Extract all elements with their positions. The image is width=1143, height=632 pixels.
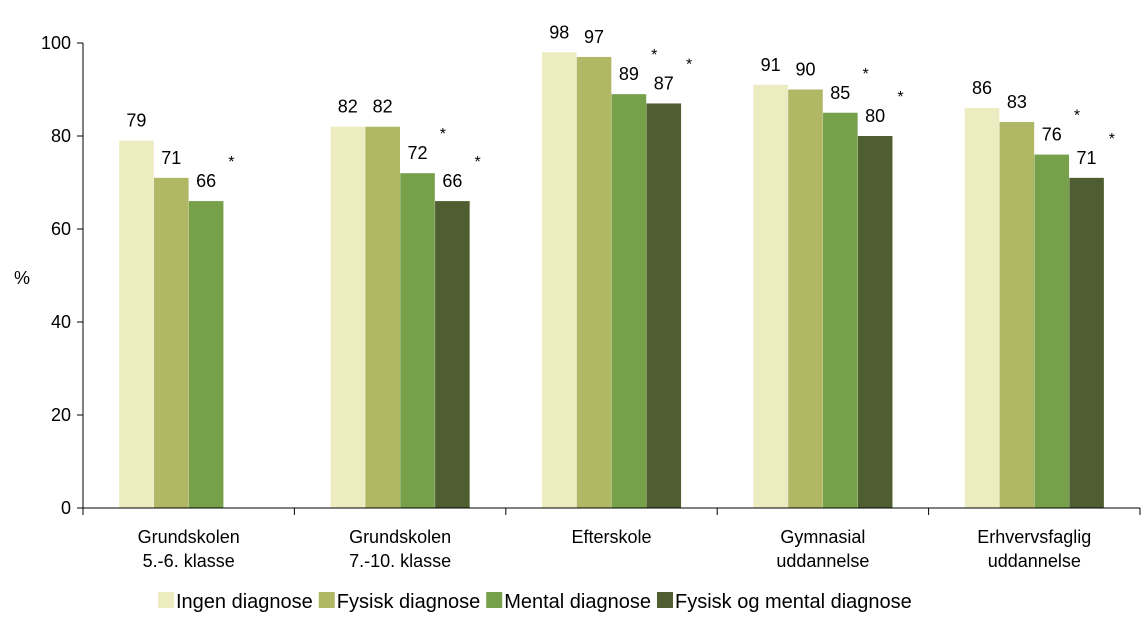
data-label: 71: [1077, 148, 1097, 168]
data-label: 86: [972, 78, 992, 98]
category-label: 5.-6. klasse: [143, 551, 235, 571]
significance-star: *: [440, 126, 446, 143]
legend-label: Ingen diagnose: [176, 591, 313, 613]
bar: [788, 89, 823, 508]
bar: [188, 201, 224, 508]
data-label: 82: [338, 97, 358, 117]
legend: Ingen diagnose Fysisk diagnose Mental diag…: [158, 591, 912, 613]
bar: [646, 103, 682, 508]
x-axis: Grundskolen 5.-6. klasse Grundskolen 7.-10.…: [82, 507, 1141, 571]
bar: [153, 177, 189, 508]
bar: [823, 112, 858, 508]
category-label: uddannelse: [988, 551, 1081, 571]
category-label: 7.-10. klasse: [349, 551, 451, 571]
legend-label: Fysisk og mental diagnose: [675, 591, 912, 613]
significance-star: *: [1074, 108, 1080, 125]
y-tick-label: 40: [51, 312, 71, 332]
y-tick-label: 80: [51, 126, 71, 146]
y-axis-label: %: [14, 268, 30, 288]
legend-label: Mental diagnose: [504, 591, 651, 613]
y-tick-label: 0: [61, 498, 71, 518]
data-label: 76: [1042, 125, 1062, 145]
significance-star: *: [651, 47, 657, 64]
significance-star: *: [228, 154, 234, 171]
category-label: Gymnasial: [780, 527, 865, 547]
significance-star: *: [1109, 131, 1115, 148]
bar: [541, 52, 577, 509]
category-label: uddannelse: [776, 551, 869, 571]
data-label: 90: [795, 60, 815, 80]
data-label: 80: [865, 106, 885, 126]
bar: [964, 108, 1000, 508]
data-label: 98: [549, 22, 569, 42]
bar: [400, 173, 435, 508]
significance-star: *: [475, 154, 481, 171]
significance-star: *: [686, 56, 692, 73]
bar: [365, 126, 400, 508]
legend-swatch: [318, 592, 335, 608]
legend-swatch: [656, 592, 673, 608]
data-label: 85: [830, 83, 850, 103]
data-label: 66: [442, 171, 462, 191]
data-label: 71: [161, 148, 181, 168]
legend-swatch: [486, 592, 503, 608]
category-label: Grundskolen: [349, 527, 451, 547]
significance-star: *: [863, 66, 869, 83]
category-label: Grundskolen: [138, 527, 240, 547]
data-label: 66: [196, 171, 216, 191]
significance-star: *: [897, 89, 903, 106]
bars: 79 71 66 * 82 82 72 * 66 * 98 97 89 * 87 * 91 90 85 * 80 * 86 8…: [119, 22, 1115, 509]
data-label: 83: [1007, 92, 1027, 112]
bar: [435, 201, 470, 508]
bar: [999, 122, 1035, 509]
data-label: 79: [126, 111, 146, 131]
bar: [576, 56, 612, 508]
data-label: 82: [373, 97, 393, 117]
bar: [1034, 154, 1070, 508]
legend-swatch: [158, 592, 174, 608]
bar: [857, 136, 893, 508]
y-tick-label: 20: [51, 405, 71, 425]
y-tick-label: 60: [51, 219, 71, 239]
data-label: 72: [408, 143, 428, 163]
data-label: 87: [654, 73, 674, 93]
y-tick-label: 100: [41, 33, 71, 53]
legend-label: Fysisk diagnose: [337, 591, 480, 613]
data-label: 91: [761, 55, 781, 75]
y-axis: 0 20 40 60 80 100: [41, 33, 84, 518]
data-label: 89: [619, 64, 639, 84]
bar: [330, 126, 366, 508]
bar: [119, 140, 154, 508]
data-label: 97: [584, 27, 604, 47]
category-label: Erhvervsfaglig: [977, 527, 1091, 547]
category-label: Efterskole: [571, 527, 651, 547]
bar: [753, 84, 788, 508]
bar: [611, 94, 647, 509]
bar: [1069, 177, 1104, 508]
